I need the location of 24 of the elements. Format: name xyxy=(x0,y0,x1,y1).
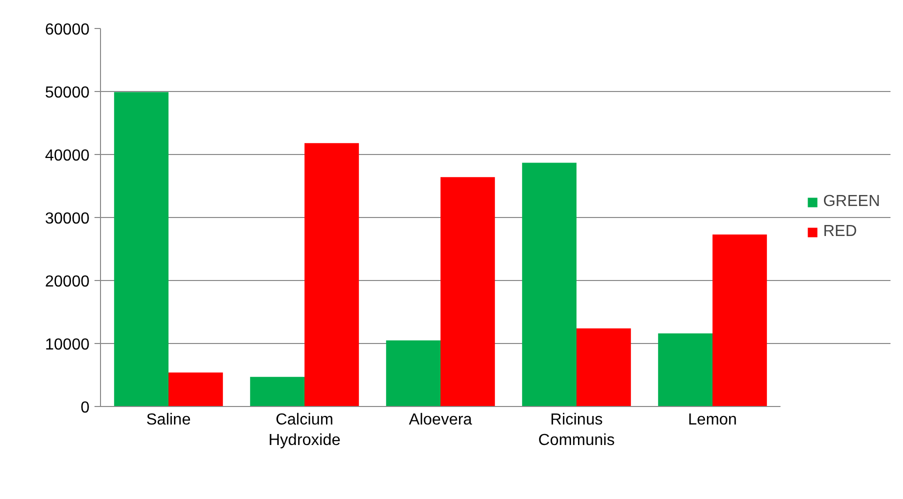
x-tick-label: Lemon xyxy=(688,412,737,428)
y-tick-label: 60000 xyxy=(45,22,90,38)
y-tick-label: 30000 xyxy=(45,210,90,228)
legend-label: RED xyxy=(823,223,857,241)
y-tick-label: 10000 xyxy=(45,336,90,354)
x-tick-label: Saline xyxy=(146,412,191,428)
bar xyxy=(386,340,440,406)
y-tick-label: 50000 xyxy=(45,84,90,102)
x-tick-label: Ricinus Communis xyxy=(538,412,615,449)
x-tick-label: Aloevera xyxy=(408,412,472,428)
legend-label: GREEN xyxy=(823,193,880,211)
bar xyxy=(658,333,712,406)
bar xyxy=(440,177,495,406)
y-tick-label: 20000 xyxy=(45,274,90,290)
x-tick-label: Calcium Hydroxide xyxy=(268,412,341,449)
y-tick-label: 40000 xyxy=(45,148,90,164)
bar xyxy=(168,372,223,406)
bar xyxy=(522,162,576,406)
bar xyxy=(576,328,631,406)
y-tick-label: 0 xyxy=(80,400,90,416)
bar xyxy=(712,234,767,406)
bar xyxy=(250,376,304,406)
bar xyxy=(304,143,359,406)
bar xyxy=(114,92,168,406)
